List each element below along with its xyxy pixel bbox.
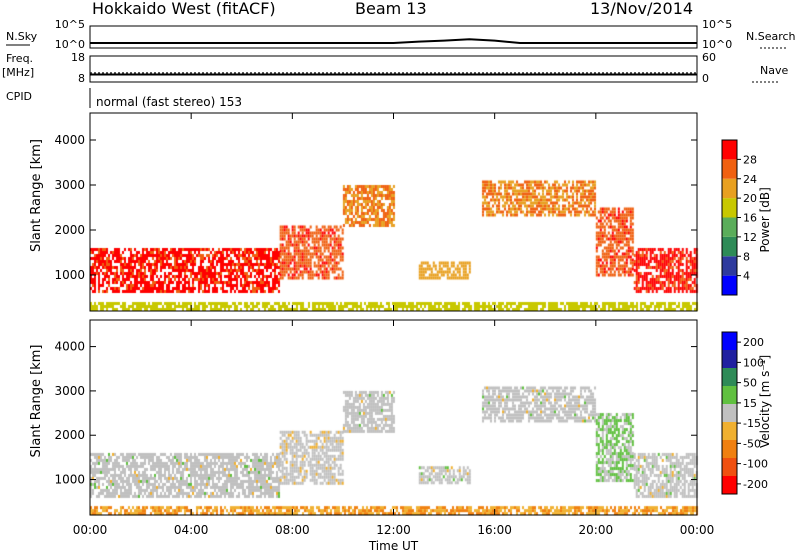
date-label: 13/Nov/2014	[590, 0, 694, 18]
beam-label: Beam 13	[355, 0, 427, 18]
plot-title: Hokkaido West (fitACF)	[92, 0, 276, 18]
